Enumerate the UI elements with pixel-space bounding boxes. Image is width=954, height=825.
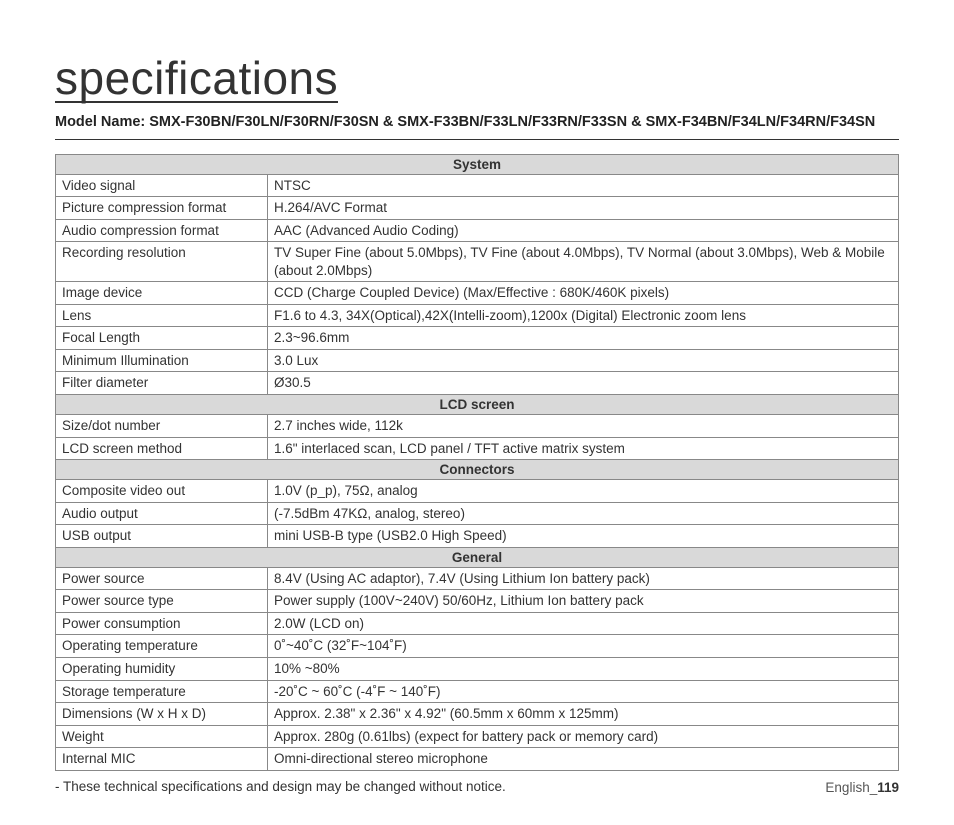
table-row: WeightApprox. 280g (0.61lbs) (expect for… [56,725,899,748]
spec-label: Operating temperature [56,635,268,658]
spec-label: Focal Length [56,327,268,350]
spec-value: Ø30.5 [268,372,899,395]
table-row: Image deviceCCD (Charge Coupled Device) … [56,282,899,305]
table-row: LensF1.6 to 4.3, 34X(Optical),42X(Intell… [56,304,899,327]
spec-value: 0˚~40˚C (32˚F~104˚F) [268,635,899,658]
spec-label: Power source type [56,590,268,613]
table-row: Power source typePower supply (100V~240V… [56,590,899,613]
table-row: Dimensions (W x H x D)Approx. 2.38" x 2.… [56,703,899,726]
table-row: Audio output(-7.5dBm 47KΩ, analog, stere… [56,502,899,525]
spec-label: Dimensions (W x H x D) [56,703,268,726]
spec-label: Power source [56,567,268,590]
spec-label: USB output [56,525,268,548]
spec-value: TV Super Fine (about 5.0Mbps), TV Fine (… [268,242,899,282]
table-row: Operating humidity10% ~80% [56,657,899,680]
spec-label: Image device [56,282,268,305]
spec-label: Video signal [56,174,268,197]
spec-value: 10% ~80% [268,657,899,680]
model-names: SMX-F30BN/F30LN/F30RN/F30SN & SMX-F33BN/… [149,114,875,130]
table-row: LCD screen method1.6" interlaced scan, L… [56,437,899,460]
table-row: Minimum Illumination3.0 Lux [56,349,899,372]
page-rule [55,139,899,140]
spec-value: H.264/AVC Format [268,197,899,220]
table-row: Focal Length2.3~96.6mm [56,327,899,350]
spec-label: LCD screen method [56,437,268,460]
spec-value: 2.3~96.6mm [268,327,899,350]
spec-value: CCD (Charge Coupled Device) (Max/Effecti… [268,282,899,305]
spec-value: Approx. 280g (0.61lbs) (expect for batte… [268,725,899,748]
spec-value: 1.0V (p_p), 75Ω, analog [268,480,899,503]
model-label-prefix: Model Name: [55,114,149,130]
spec-value: AAC (Advanced Audio Coding) [268,219,899,242]
spec-label: Storage temperature [56,680,268,703]
spec-value: 8.4V (Using AC adaptor), 7.4V (Using Lit… [268,567,899,590]
page-number: English_119 [825,780,899,795]
spec-label: Minimum Illumination [56,349,268,372]
table-row: Audio compression formatAAC (Advanced Au… [56,219,899,242]
model-name-line: Model Name: SMX-F30BN/F30LN/F30RN/F30SN … [55,113,899,133]
spec-value: Power supply (100V~240V) 50/60Hz, Lithiu… [268,590,899,613]
spec-value: Omni-directional stereo microphone [268,748,899,771]
spec-value: -20˚C ~ 60˚C (-4˚F ~ 140˚F) [268,680,899,703]
spec-value: F1.6 to 4.3, 34X(Optical),42X(Intelli-zo… [268,304,899,327]
spec-label: Composite video out [56,480,268,503]
spec-label: Operating humidity [56,657,268,680]
table-row: USB outputmini USB-B type (USB2.0 High S… [56,525,899,548]
table-row: Filter diameterØ30.5 [56,372,899,395]
spec-table: System Video signalNTSC Picture compress… [55,154,899,771]
table-row: Power source8.4V (Using AC adaptor), 7.4… [56,567,899,590]
spec-label: Lens [56,304,268,327]
page-lang: English_ [825,780,877,795]
table-row: Composite video out1.0V (p_p), 75Ω, anal… [56,480,899,503]
spec-value: 2.0W (LCD on) [268,612,899,635]
section-header-connectors: Connectors [56,460,899,480]
spec-value: 1.6" interlaced scan, LCD panel / TFT ac… [268,437,899,460]
spec-label: Filter diameter [56,372,268,395]
page-title: specifications [55,55,338,103]
table-row: Recording resolutionTV Super Fine (about… [56,242,899,282]
spec-label: Recording resolution [56,242,268,282]
section-header-lcd: LCD screen [56,395,899,415]
spec-label: Picture compression format [56,197,268,220]
spec-label: Size/dot number [56,415,268,438]
spec-value: (-7.5dBm 47KΩ, analog, stereo) [268,502,899,525]
footnote: - These technical specifications and des… [55,779,899,794]
table-row: Size/dot number2.7 inches wide, 112k [56,415,899,438]
table-row: Picture compression formatH.264/AVC Form… [56,197,899,220]
spec-label: Internal MIC [56,748,268,771]
table-row: Storage temperature-20˚C ~ 60˚C (-4˚F ~ … [56,680,899,703]
spec-label: Weight [56,725,268,748]
table-row: Power consumption2.0W (LCD on) [56,612,899,635]
page-num: 119 [877,780,899,795]
spec-label: Power consumption [56,612,268,635]
section-header-general: General [56,547,899,567]
spec-value: Approx. 2.38" x 2.36" x 4.92" (60.5mm x … [268,703,899,726]
spec-label: Audio compression format [56,219,268,242]
spec-value: 3.0 Lux [268,349,899,372]
table-row: Video signalNTSC [56,174,899,197]
table-row: Operating temperature0˚~40˚C (32˚F~104˚F… [56,635,899,658]
spec-value: mini USB-B type (USB2.0 High Speed) [268,525,899,548]
spec-value: 2.7 inches wide, 112k [268,415,899,438]
spec-value: NTSC [268,174,899,197]
table-row: Internal MICOmni-directional stereo micr… [56,748,899,771]
spec-label: Audio output [56,502,268,525]
section-header-system: System [56,154,899,174]
